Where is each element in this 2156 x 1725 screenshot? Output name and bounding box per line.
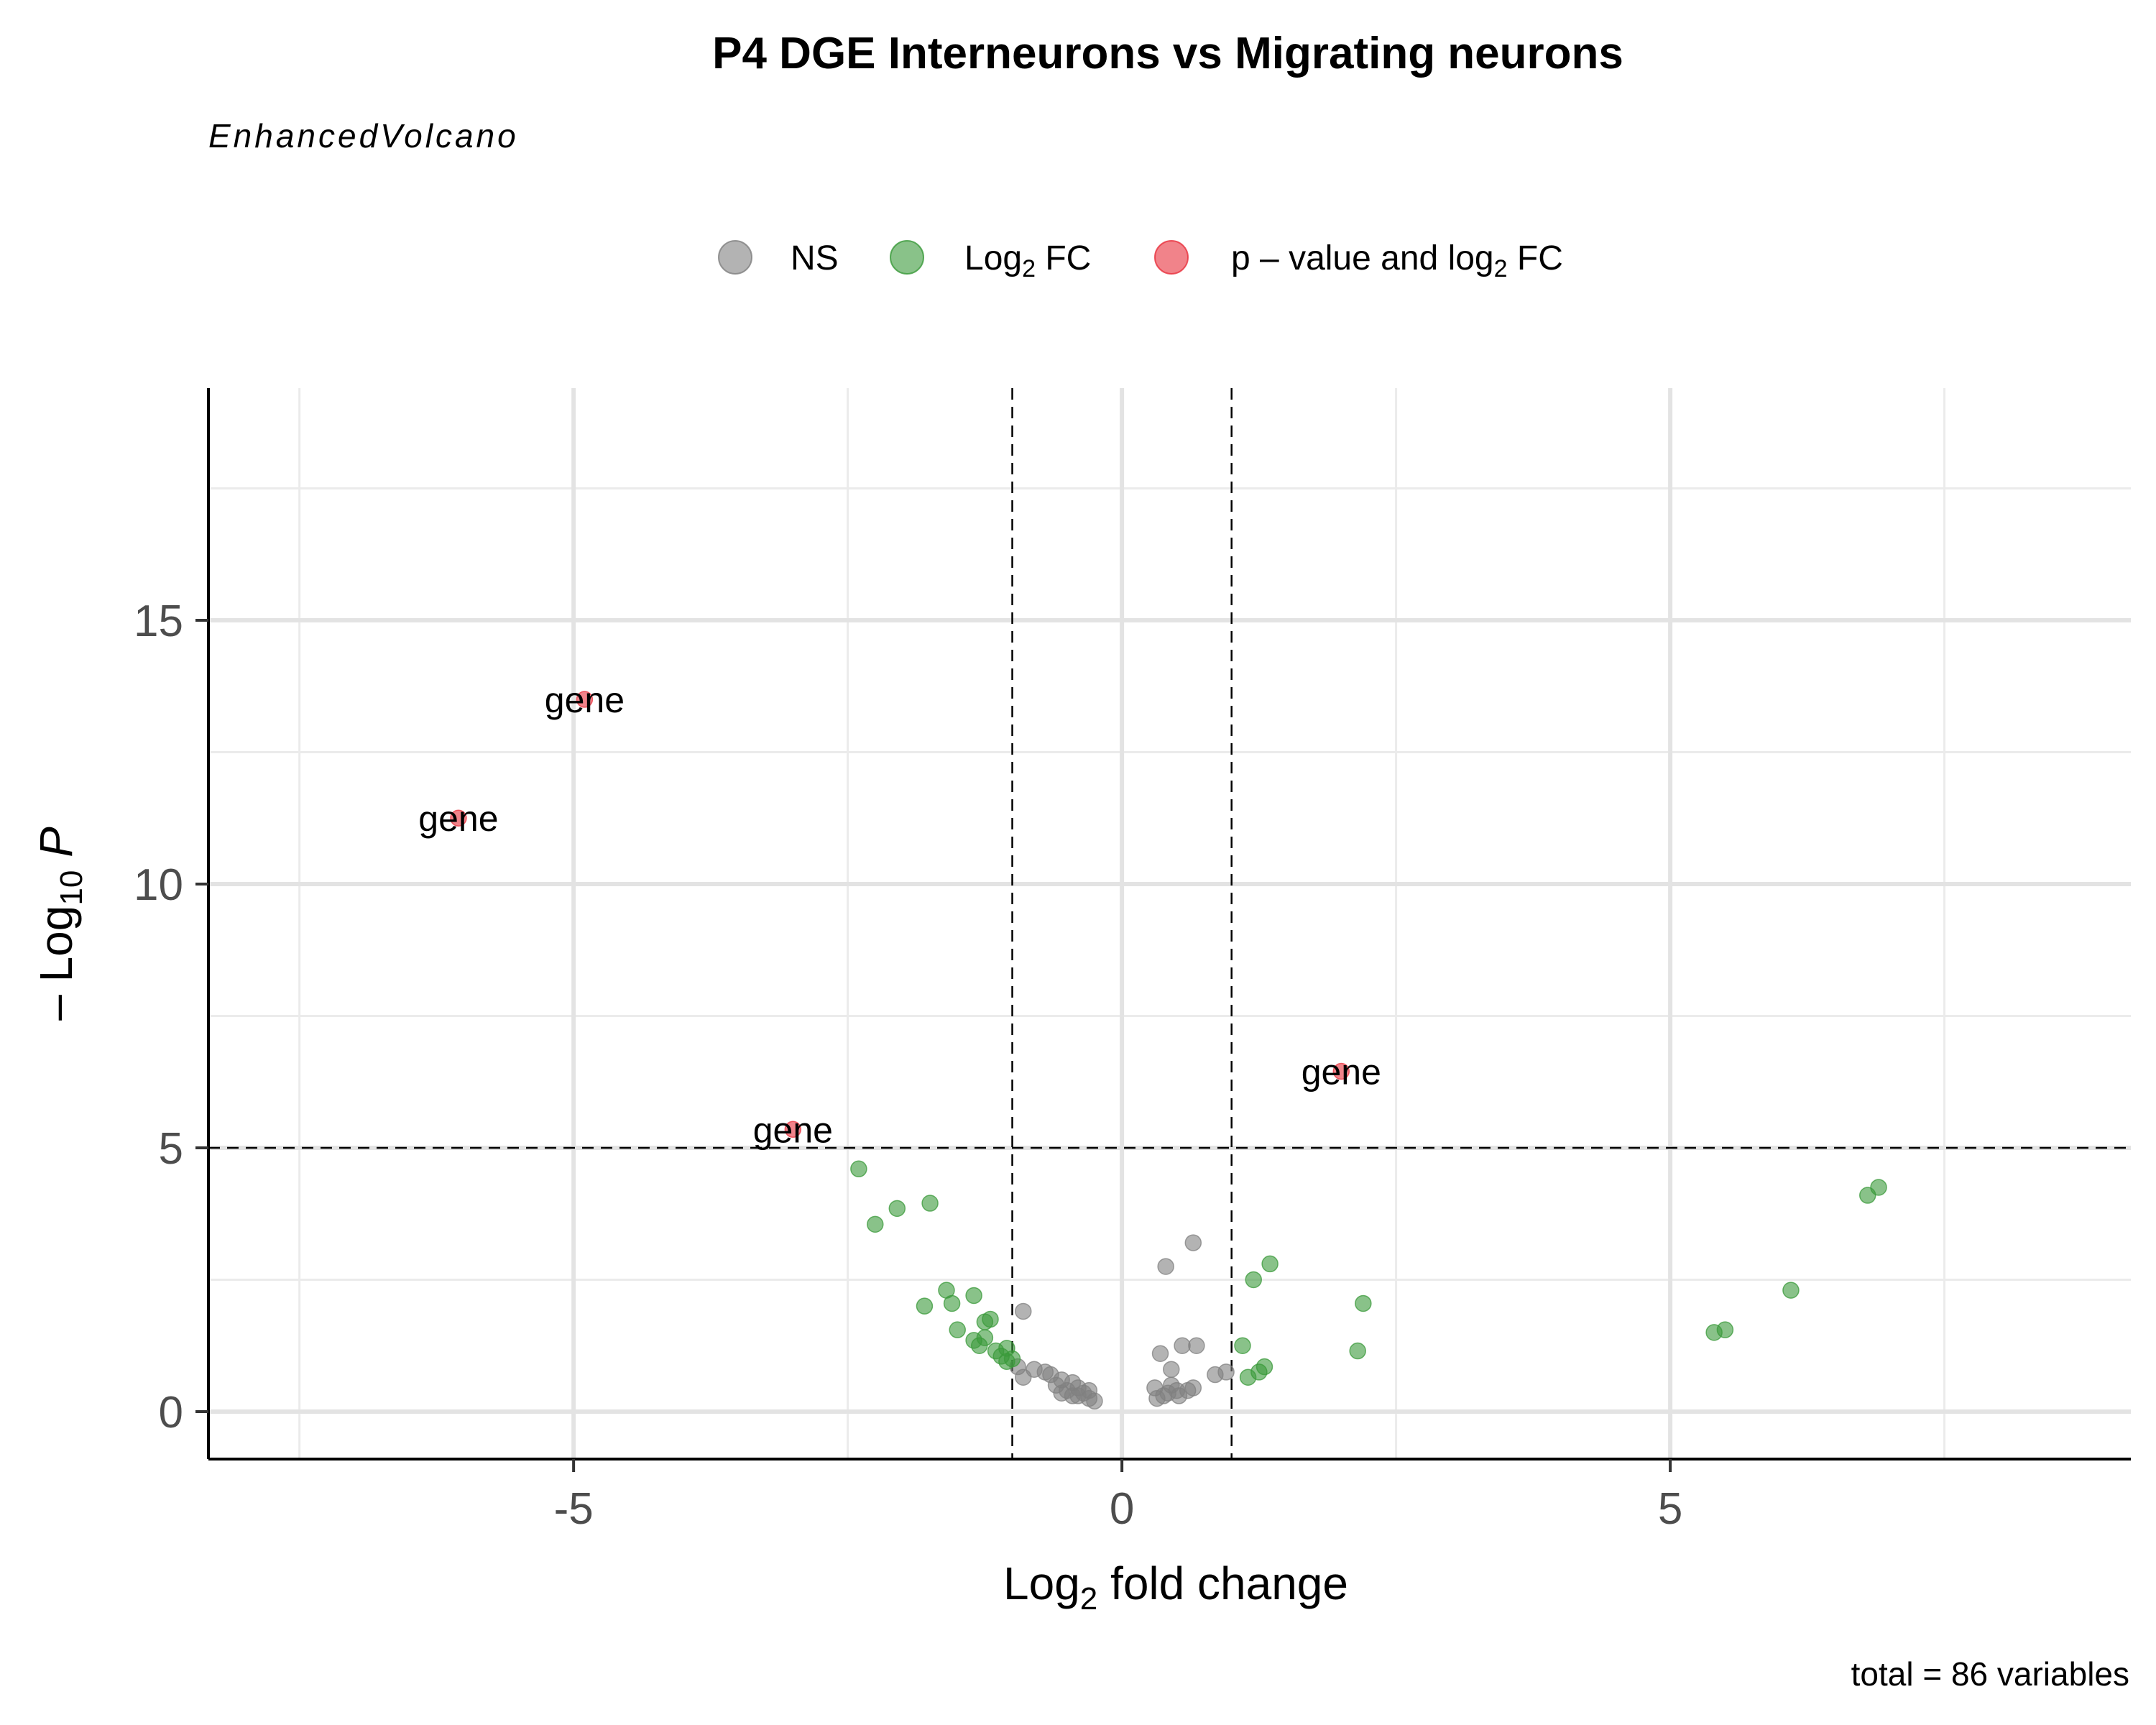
point-ns xyxy=(1015,1302,1032,1320)
point-ns xyxy=(1157,1258,1174,1275)
point-fc xyxy=(1349,1342,1366,1360)
legend-marker-fc xyxy=(890,240,924,275)
legend-marker-ns xyxy=(718,240,752,275)
point-fc xyxy=(916,1297,934,1315)
point-ns xyxy=(1184,1379,1202,1397)
legend-label-ns: NS xyxy=(791,239,839,277)
point-fc xyxy=(921,1195,939,1212)
point-fc xyxy=(943,1294,961,1312)
point-ns xyxy=(1053,1384,1070,1402)
point-pfc xyxy=(576,691,594,708)
y-axis-title: – Log10 P xyxy=(30,827,89,1021)
x-tick-label: 0 xyxy=(1110,1484,1134,1534)
x-axis-title: Log2 fold change xyxy=(1003,1558,1348,1616)
point-fc xyxy=(867,1215,884,1233)
point-ns xyxy=(1188,1337,1205,1354)
y-tick-label: 0 xyxy=(159,1388,183,1438)
point-fc xyxy=(1355,1294,1372,1312)
point-ns xyxy=(1080,1381,1098,1399)
point-ns xyxy=(1163,1361,1180,1378)
point-fc xyxy=(1256,1358,1273,1376)
y-tick-label: 5 xyxy=(159,1124,183,1174)
point-ns xyxy=(1151,1345,1169,1362)
point-fc xyxy=(888,1200,906,1218)
x-tick-label: 5 xyxy=(1658,1484,1682,1534)
point-fc xyxy=(1782,1282,1800,1299)
legend-label-fc: Log2 FC xyxy=(964,239,1091,282)
point-fc xyxy=(1870,1179,1887,1196)
gene-label: gene xyxy=(1302,1052,1381,1092)
point-pfc xyxy=(784,1121,802,1138)
point-fc xyxy=(850,1160,867,1178)
point-ns xyxy=(1217,1363,1235,1381)
y-tick-label: 15 xyxy=(134,597,183,646)
point-pfc xyxy=(450,809,467,827)
point-fc xyxy=(1716,1321,1734,1338)
gene-label: gene xyxy=(545,680,625,720)
chart-title: P4 DGE Interneurons vs Migrating neurons xyxy=(712,29,1623,78)
gene-label: gene xyxy=(753,1110,833,1150)
point-fc xyxy=(1003,1350,1021,1368)
point-fc xyxy=(965,1287,982,1305)
point-ns xyxy=(1155,1387,1172,1404)
point-fc xyxy=(1234,1337,1251,1354)
y-tick-label: 10 xyxy=(134,860,183,910)
point-ns xyxy=(1174,1337,1191,1354)
point-fc xyxy=(1245,1271,1262,1289)
point-ns xyxy=(1184,1234,1202,1251)
point-pfc xyxy=(1332,1062,1350,1080)
legend-label-pfc: p – value and log2 FC xyxy=(1231,239,1563,282)
point-fc xyxy=(976,1329,994,1346)
point-fc xyxy=(949,1321,966,1338)
legend-marker-pfc xyxy=(1154,240,1189,275)
x-tick-label: -5 xyxy=(554,1484,594,1534)
gene-label: gene xyxy=(418,799,498,839)
point-fc xyxy=(982,1310,999,1328)
point-fc xyxy=(1261,1255,1279,1273)
chart-caption: total = 86 variables xyxy=(1851,1655,2129,1693)
chart-subtitle: EnhancedVolcano xyxy=(208,117,519,155)
